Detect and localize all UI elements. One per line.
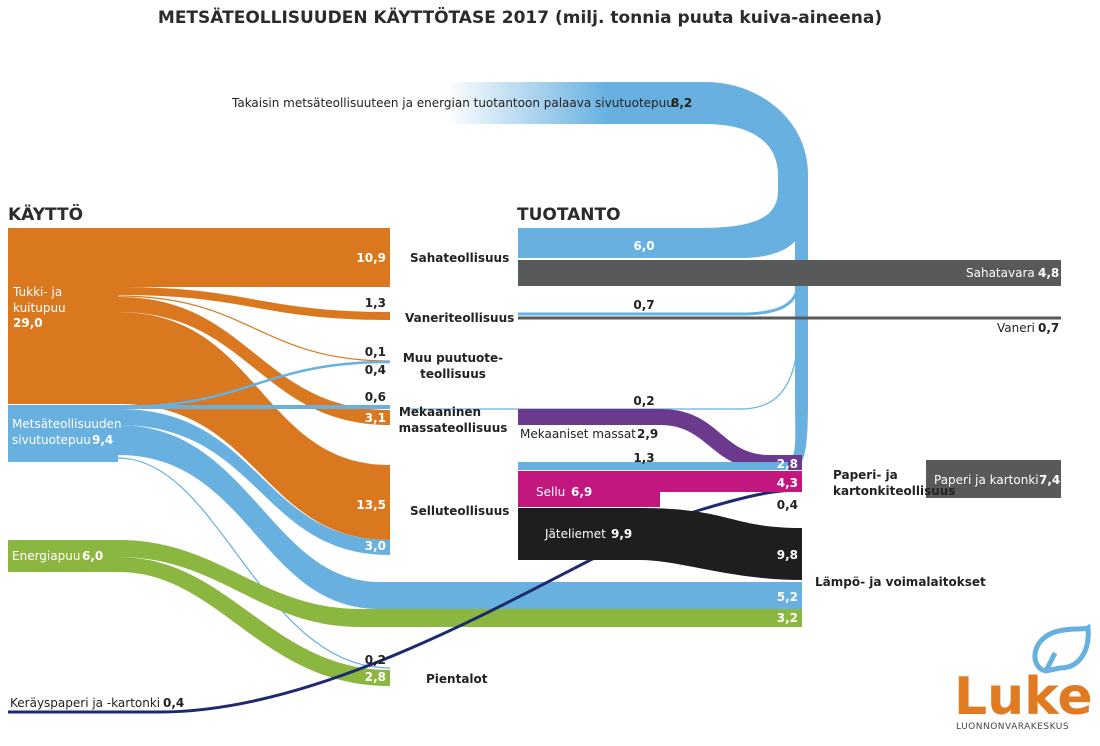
label-sawn-product: Sahatavara bbox=[966, 266, 1035, 280]
value-liquor-to-power: 9,8 bbox=[777, 548, 798, 562]
value-byp-pulp: 3,0 bbox=[365, 539, 386, 553]
value-ply-byproduct: 0,7 bbox=[633, 298, 654, 312]
value-saw-byproduct: 6,0 bbox=[633, 239, 654, 253]
flow-byp-power bbox=[118, 425, 802, 609]
value-liquor: 9,9 bbox=[611, 527, 632, 541]
flow-byp-houses bbox=[117, 457, 391, 669]
value-wood-mech: 3,1 bbox=[365, 411, 386, 425]
value-energy-power: 3,2 bbox=[777, 611, 798, 625]
value-mech-to-paper: 2,8 bbox=[777, 457, 798, 471]
flow-byp-other bbox=[117, 360, 391, 409]
value-pulp-product: 6,9 bbox=[571, 485, 592, 499]
value-byp-power: 5,2 bbox=[777, 590, 798, 604]
flow-return-byproduct bbox=[445, 82, 808, 258]
value-mech-pulp: 2,9 bbox=[637, 427, 658, 441]
value-byp-mech: 0,6 bbox=[365, 390, 386, 404]
flow-pulp-paper bbox=[518, 471, 802, 507]
process-houses: Pientalot bbox=[426, 672, 488, 686]
flow-wood-sawmill bbox=[118, 228, 390, 287]
logo-subtitle: LUONNONVARAKESKUS bbox=[956, 722, 1069, 732]
value-plywood-product: 0,7 bbox=[1038, 321, 1059, 335]
bar-paper-product bbox=[926, 460, 1061, 498]
label-plywood-product: Vaneri bbox=[997, 321, 1035, 335]
flow-wood-mech bbox=[118, 297, 390, 425]
flow-wood-plywood bbox=[118, 287, 390, 320]
label-recycled-source: Keräyspaperi ja -kartonki bbox=[10, 696, 160, 710]
value-energy-source: 6,0 bbox=[82, 549, 103, 563]
value-wood-other: 0,1 bbox=[365, 345, 386, 359]
value-other-byproduct: 0,2 bbox=[633, 394, 654, 408]
value-byproduct-source: 9,4 bbox=[92, 433, 113, 447]
bar-saw-byproduct bbox=[518, 228, 748, 258]
leaf-icon bbox=[1032, 623, 1091, 674]
flow-other-byproduct bbox=[518, 299, 801, 410]
value-return-flow: 8,2 bbox=[671, 96, 692, 110]
label-wood-source: Tukki- ja kuitupuu bbox=[12, 285, 66, 315]
process-other: Muu puutuote-teollisuus bbox=[403, 351, 503, 381]
flow-liquor-power bbox=[518, 508, 802, 580]
value-paper-product: 7,4 bbox=[1039, 473, 1060, 487]
bar-pulp-byproduct bbox=[518, 462, 788, 470]
process-paper: Paperi- ja kartonkiteollisuus bbox=[833, 468, 955, 498]
header-use: KÄYTTÖ bbox=[8, 203, 83, 225]
flow-byp-pulp bbox=[118, 409, 390, 555]
label-mech-pulp: Mekaaniset massat bbox=[520, 427, 636, 441]
value-wood-source: 29,0 bbox=[13, 316, 43, 330]
value-wood-sawmill: 10,9 bbox=[356, 251, 386, 265]
value-byp-houses: 0,2 bbox=[365, 653, 386, 667]
source-bar-byproduct bbox=[8, 405, 118, 462]
value-recycled-to-paper: 0,4 bbox=[777, 498, 798, 512]
diagram-title: METSÄTEOLLISUUDEN KÄYTTÖTASE 2017 (milj.… bbox=[158, 6, 882, 28]
label-energy-source: Energiapuu bbox=[12, 549, 80, 563]
source-bar-energy bbox=[8, 540, 118, 572]
flow-energy-houses bbox=[118, 557, 390, 686]
luke-logo: Luke LUONNONVARAKESKUS bbox=[954, 623, 1093, 732]
header-production: TUOTANTO bbox=[517, 205, 621, 225]
flow-mech-pulp bbox=[518, 409, 802, 470]
value-wood-plywood: 1,3 bbox=[365, 296, 386, 310]
process-plywood: Vaneriteollisuus bbox=[405, 311, 514, 325]
flow-wood-other bbox=[117, 295, 391, 362]
value-wood-pulp: 13,5 bbox=[356, 498, 386, 512]
source-bar-wood bbox=[8, 228, 118, 404]
label-paper-product: Paperi ja kartonki bbox=[934, 473, 1039, 487]
value-byp-other: 0,4 bbox=[365, 363, 386, 377]
value-sawn-product: 4,8 bbox=[1038, 266, 1059, 280]
label-liquor: Jäteliemet bbox=[544, 527, 606, 541]
label-byproduct-source: Metsäteollisuuden sivutuotepuu bbox=[12, 417, 122, 447]
value-recycled-source: 0,4 bbox=[163, 696, 184, 710]
value-pulp-byproduct: 1,3 bbox=[633, 451, 654, 465]
logo-wordmark: Luke bbox=[954, 667, 1093, 727]
value-energy-houses: 2,8 bbox=[365, 670, 386, 684]
flow-byp-mech bbox=[118, 405, 390, 409]
flow-energy-power bbox=[118, 540, 802, 627]
process-mechanical: Mekaaninen massateollisuus bbox=[399, 405, 508, 435]
label-pulp-product: Sellu bbox=[536, 485, 565, 499]
value-pulp-to-paper: 4,3 bbox=[777, 476, 798, 490]
process-pulp: Selluteollisuus bbox=[410, 504, 509, 518]
flow-wood-pulp bbox=[118, 312, 390, 540]
bar-sawn-product bbox=[518, 260, 1061, 286]
label-return-flow: Takaisin metsäteollisuuteen ja energian … bbox=[231, 96, 674, 110]
process-power: Lämpö- ja voimalaitokset bbox=[815, 575, 986, 589]
process-sawmill: Sahateollisuus bbox=[410, 251, 509, 265]
